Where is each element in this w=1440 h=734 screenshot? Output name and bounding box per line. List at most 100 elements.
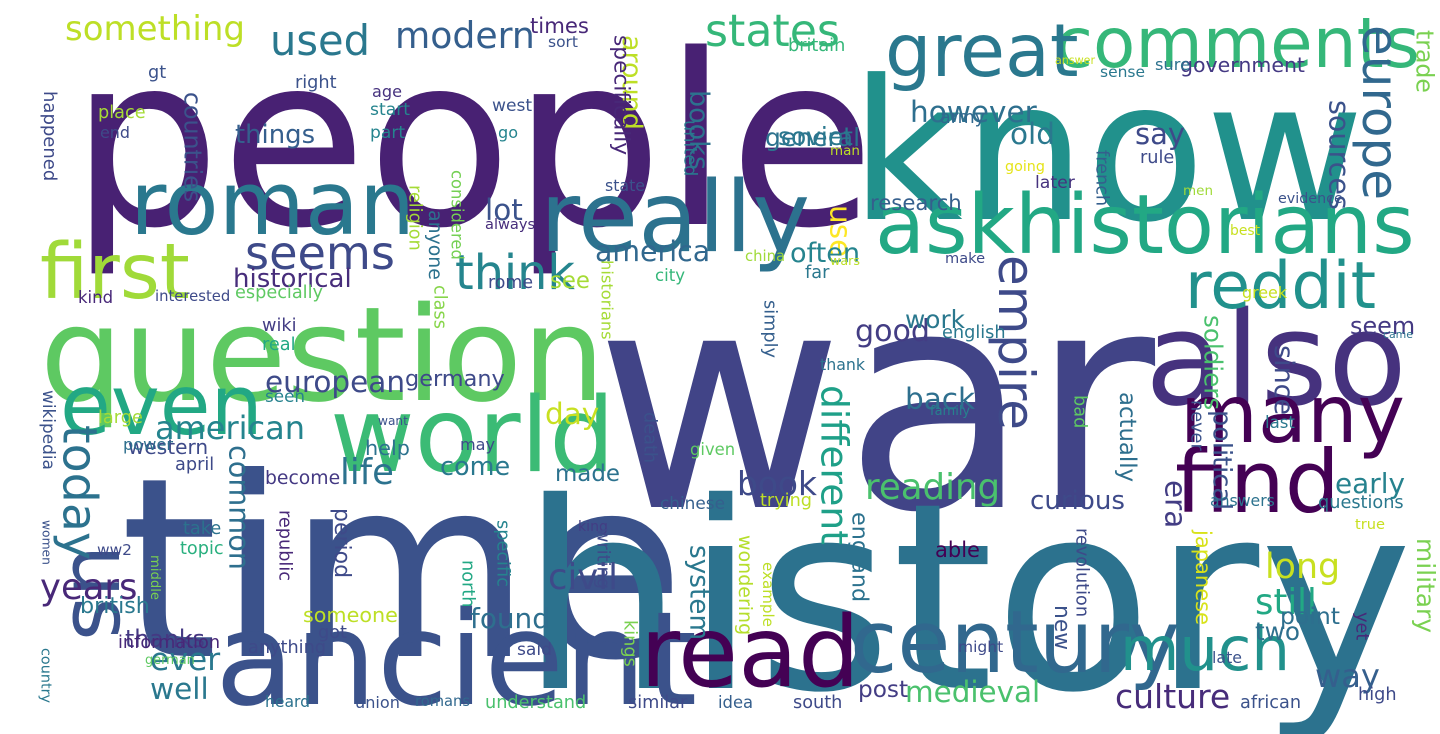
word-america: america — [595, 235, 711, 268]
word-rule: rule — [1140, 148, 1175, 168]
word-came: came — [1383, 328, 1413, 341]
word-french: french — [1091, 150, 1112, 207]
word-world: world — [330, 376, 615, 496]
word-soviet: soviet — [778, 122, 853, 151]
word-family: family — [930, 404, 971, 419]
word-someone: someone — [303, 603, 398, 627]
word-actually: actually — [1113, 392, 1140, 483]
word-japanese: japanese — [1191, 530, 1215, 625]
word-thank: thank — [820, 355, 866, 374]
word-new: new — [1048, 605, 1074, 651]
word-anyone: anyone — [423, 210, 446, 280]
word-american: american — [155, 409, 305, 447]
word-take: take — [183, 519, 222, 539]
word-rome: rome — [488, 273, 534, 293]
word-example: example — [759, 562, 778, 627]
word-become: become — [265, 468, 341, 489]
word-ever: ever — [150, 642, 221, 678]
word-general: general — [765, 123, 861, 152]
word-said: said — [517, 640, 552, 660]
word-see: see — [550, 268, 590, 294]
word-anything: anything — [248, 638, 327, 658]
word-class: class — [429, 285, 450, 329]
word-yet: yet — [1351, 612, 1372, 641]
word-point: point — [1280, 602, 1340, 630]
word-askhistorians: askhistorians — [875, 178, 1415, 273]
word-african: african — [1240, 693, 1302, 713]
word-know: know — [850, 38, 1365, 265]
word-wiki: wiki — [262, 316, 297, 336]
word-books: books — [683, 90, 714, 170]
word-questions: questions — [1318, 493, 1404, 513]
word-great: great — [885, 9, 1079, 94]
word-day: day — [545, 397, 600, 431]
word-states: states — [705, 6, 840, 57]
word-military: military — [1410, 538, 1440, 633]
word-union: union — [355, 693, 400, 712]
word-however: however — [910, 95, 1037, 129]
word-evidence: evidence — [1278, 191, 1343, 207]
word-never: never — [1186, 400, 1207, 451]
word-topic: topic — [180, 539, 224, 559]
word-well: well — [150, 672, 209, 706]
word-used: used — [270, 16, 371, 65]
word-culture: culture — [1115, 677, 1231, 716]
word-happened: happened — [39, 91, 60, 182]
word-government: government — [1180, 53, 1305, 77]
word-given: given — [690, 440, 736, 459]
word-say: say — [1135, 117, 1186, 151]
word-men: men — [1183, 183, 1214, 199]
word-people: people — [70, 5, 876, 281]
word-use: use — [823, 205, 858, 258]
word-got: got — [318, 623, 347, 643]
word-much: much — [1120, 614, 1290, 685]
word-start: start — [370, 100, 411, 120]
word-help: help — [365, 436, 410, 460]
word-today: today — [51, 425, 107, 561]
word-late: late — [1212, 648, 1242, 667]
word-seem: seem — [1350, 312, 1416, 340]
word-age: age — [372, 82, 402, 101]
word-roman: roman — [130, 152, 416, 255]
word-information: information — [118, 633, 221, 653]
word-kind: kind — [78, 288, 114, 307]
word-sure: sure — [1155, 55, 1190, 74]
word-reading: reading — [865, 467, 1001, 508]
word-historians: historians — [597, 260, 617, 340]
word-question: question — [40, 279, 606, 431]
word-come: come — [440, 452, 511, 482]
word-even: even — [60, 358, 263, 454]
word-specifically: specifically — [608, 35, 634, 156]
word-old: old — [1010, 117, 1055, 151]
word-seen: seen — [265, 386, 306, 406]
word-high: high — [1358, 685, 1397, 705]
word-china: china — [745, 248, 786, 265]
word-wars: wars — [830, 253, 860, 268]
word-romans: romans — [415, 693, 470, 710]
word-europe: europe — [1351, 25, 1409, 200]
word-north: north — [457, 560, 478, 608]
word-large: large — [98, 408, 143, 428]
word-specific: specific — [492, 520, 513, 587]
word-man: man — [830, 143, 860, 159]
word-make: make — [945, 250, 986, 267]
word-west: west — [492, 96, 533, 116]
word-army: army — [940, 108, 986, 128]
word-around: around — [616, 35, 647, 130]
word-always: always — [485, 216, 536, 233]
word-good: good — [855, 314, 931, 349]
word-early: early — [1335, 467, 1405, 500]
word-understand: understand — [485, 693, 587, 713]
word-similar: similar — [628, 693, 688, 713]
word-period: period — [329, 508, 354, 579]
word-trade: trade — [1410, 30, 1439, 93]
word-answer: answer — [1055, 54, 1096, 67]
word-western: western — [128, 435, 209, 459]
word-right: right — [295, 73, 337, 93]
word-sources: sources — [1322, 100, 1357, 210]
word-european: european — [265, 365, 406, 399]
word-place: place — [98, 103, 146, 123]
word-go: go — [498, 123, 519, 142]
word-ww2: ww2 — [97, 541, 132, 559]
word-power: power — [123, 435, 174, 454]
